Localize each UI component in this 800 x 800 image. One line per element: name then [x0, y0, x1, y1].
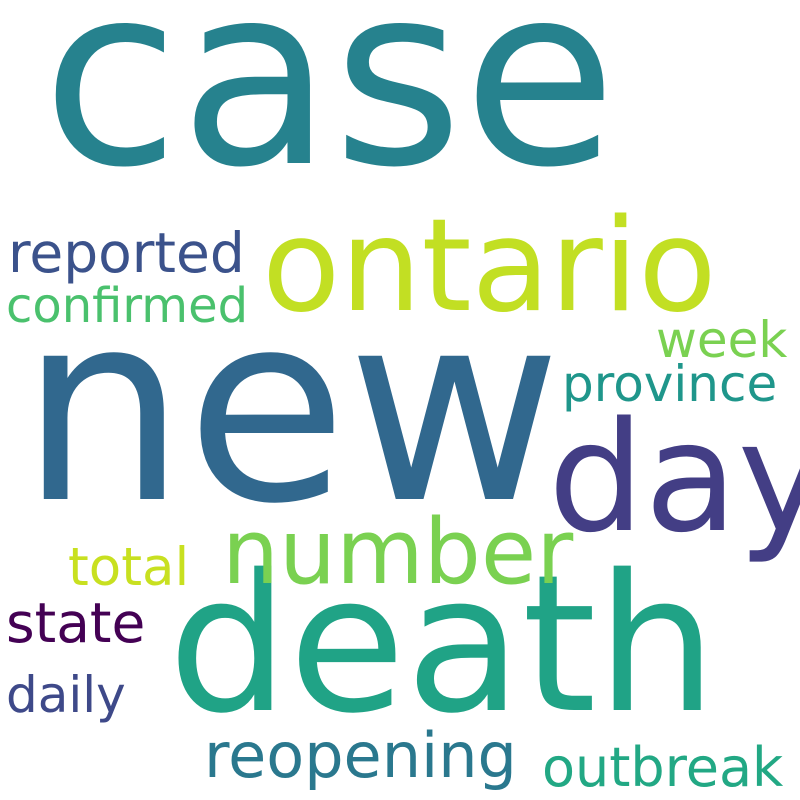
word-daily: daily	[6, 666, 126, 724]
word-outbreak: outbreak	[542, 736, 784, 799]
word-death: death	[168, 534, 717, 755]
word-week: week	[656, 311, 788, 369]
word-total: total	[68, 537, 190, 598]
word-number: number	[222, 500, 574, 605]
word-state: state	[6, 591, 146, 655]
word-ontario: ontario	[262, 192, 717, 341]
word-reopening: reopening	[204, 719, 517, 792]
word-case: case	[42, 0, 617, 222]
word-province: province	[562, 355, 778, 413]
word-new: new	[20, 256, 562, 561]
word-confirmed: confirmed	[6, 278, 249, 334]
word-day: day	[548, 389, 800, 566]
word-reported: reported	[8, 221, 245, 285]
